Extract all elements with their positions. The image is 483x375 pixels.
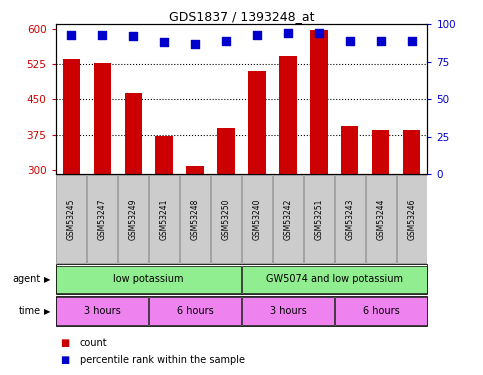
- Point: [160, 39, 168, 45]
- Bar: [341, 126, 358, 174]
- Bar: [280, 56, 297, 174]
- Text: ▶: ▶: [44, 275, 51, 284]
- Point: [129, 33, 137, 39]
- FancyBboxPatch shape: [366, 175, 396, 264]
- Text: GW5074 and low potassium: GW5074 and low potassium: [266, 274, 403, 284]
- Text: ▶: ▶: [44, 307, 51, 316]
- Point: [191, 41, 199, 47]
- Text: time: time: [19, 306, 41, 316]
- Bar: [186, 166, 203, 174]
- Title: GDS1837 / 1393248_at: GDS1837 / 1393248_at: [169, 10, 314, 23]
- Bar: [311, 30, 327, 174]
- Bar: [403, 130, 421, 174]
- Bar: [372, 130, 389, 174]
- FancyBboxPatch shape: [242, 266, 427, 293]
- Text: 6 hours: 6 hours: [177, 306, 213, 316]
- Text: GSM53251: GSM53251: [314, 199, 324, 240]
- Bar: [125, 93, 142, 174]
- Bar: [156, 136, 172, 174]
- Point: [377, 38, 385, 44]
- Text: GSM53248: GSM53248: [190, 199, 199, 240]
- Bar: [62, 58, 80, 174]
- FancyBboxPatch shape: [304, 175, 334, 264]
- Text: GSM53241: GSM53241: [159, 199, 169, 240]
- Text: 3 hours: 3 hours: [84, 306, 120, 316]
- Text: GSM53246: GSM53246: [408, 199, 416, 240]
- Text: GSM53243: GSM53243: [345, 199, 355, 240]
- Text: GSM53250: GSM53250: [222, 199, 230, 240]
- Text: GSM53244: GSM53244: [376, 199, 385, 240]
- FancyBboxPatch shape: [242, 175, 272, 264]
- Text: agent: agent: [13, 274, 41, 284]
- Point: [253, 32, 261, 38]
- Point: [408, 38, 416, 44]
- FancyBboxPatch shape: [242, 297, 334, 325]
- Text: GSM53240: GSM53240: [253, 199, 261, 240]
- FancyBboxPatch shape: [335, 175, 365, 264]
- Text: GSM53242: GSM53242: [284, 199, 293, 240]
- Text: ■: ■: [60, 355, 70, 365]
- FancyBboxPatch shape: [397, 175, 427, 264]
- FancyBboxPatch shape: [149, 297, 241, 325]
- FancyBboxPatch shape: [273, 175, 303, 264]
- Text: ■: ■: [60, 338, 70, 348]
- Text: GSM53247: GSM53247: [98, 199, 107, 240]
- FancyBboxPatch shape: [335, 297, 427, 325]
- FancyBboxPatch shape: [118, 175, 148, 264]
- Point: [222, 38, 230, 44]
- Point: [98, 32, 106, 38]
- Point: [346, 38, 354, 44]
- Text: percentile rank within the sample: percentile rank within the sample: [80, 355, 245, 365]
- FancyBboxPatch shape: [211, 175, 241, 264]
- Text: 3 hours: 3 hours: [270, 306, 306, 316]
- Point: [284, 30, 292, 36]
- FancyBboxPatch shape: [56, 266, 241, 293]
- FancyBboxPatch shape: [149, 175, 179, 264]
- Text: count: count: [80, 338, 107, 348]
- FancyBboxPatch shape: [87, 175, 117, 264]
- FancyBboxPatch shape: [56, 297, 148, 325]
- Text: 6 hours: 6 hours: [363, 306, 399, 316]
- Text: GSM53245: GSM53245: [67, 199, 75, 240]
- Bar: [217, 128, 235, 174]
- Point: [67, 32, 75, 38]
- Text: low potassium: low potassium: [114, 274, 184, 284]
- Text: GSM53249: GSM53249: [128, 199, 138, 240]
- Bar: [248, 71, 266, 174]
- Bar: [94, 63, 111, 174]
- FancyBboxPatch shape: [56, 175, 86, 264]
- FancyBboxPatch shape: [180, 175, 210, 264]
- Point: [315, 30, 323, 36]
